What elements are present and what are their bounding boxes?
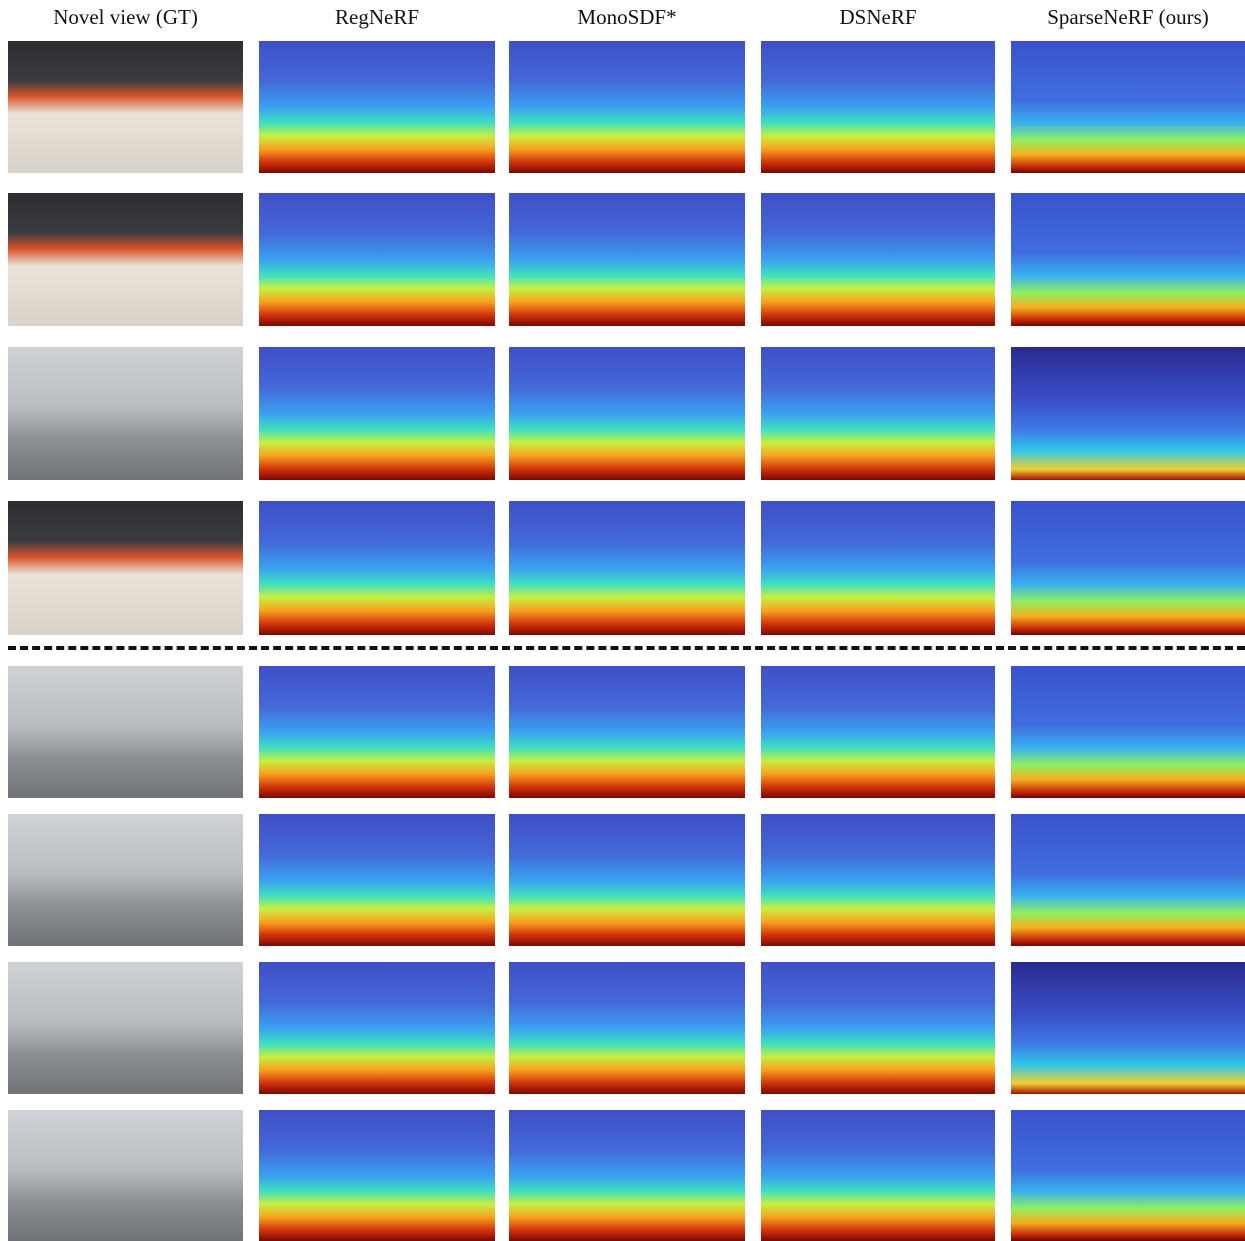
depth-map xyxy=(761,347,995,480)
depth-map xyxy=(509,347,745,480)
depth-map xyxy=(761,814,995,946)
depth-map xyxy=(1011,962,1245,1094)
depth-map xyxy=(259,41,495,173)
rgb-image xyxy=(8,501,243,635)
column-header: Novel view (GT) xyxy=(8,2,243,32)
depth-map xyxy=(761,41,995,173)
column-header: DSNeRF xyxy=(761,2,995,32)
depth-map xyxy=(509,1110,745,1241)
depth-map xyxy=(1011,1110,1245,1241)
depth-map xyxy=(259,666,495,798)
depth-map xyxy=(1011,347,1245,480)
depth-map xyxy=(259,193,495,326)
depth-map xyxy=(761,962,995,1094)
depth-map xyxy=(761,501,995,635)
rgb-image xyxy=(8,814,243,946)
column-header: SparseNeRF (ours) xyxy=(1011,2,1245,32)
column-header: RegNeRF xyxy=(259,2,495,32)
depth-map xyxy=(259,501,495,635)
depth-map xyxy=(1011,41,1245,173)
column-header: MonoSDF* xyxy=(509,2,745,32)
depth-map xyxy=(259,347,495,480)
depth-map xyxy=(1011,814,1245,946)
depth-map xyxy=(509,666,745,798)
depth-map xyxy=(1011,501,1245,635)
depth-map xyxy=(259,1110,495,1241)
depth-map xyxy=(761,193,995,326)
rgb-image xyxy=(8,666,243,798)
depth-map xyxy=(509,814,745,946)
depth-map xyxy=(761,666,995,798)
rgb-image xyxy=(8,347,243,480)
rgb-image xyxy=(8,41,243,173)
depth-map xyxy=(509,41,745,173)
rgb-image xyxy=(8,962,243,1094)
depth-map xyxy=(259,814,495,946)
depth-map xyxy=(509,962,745,1094)
rgb-image xyxy=(8,193,243,326)
depth-map xyxy=(259,962,495,1094)
depth-map xyxy=(1011,193,1245,326)
divider xyxy=(8,646,1245,650)
rgb-image xyxy=(8,1110,243,1241)
figure: Novel view (GT) RegNeRF MonoSDF* DSNeRF … xyxy=(0,0,1245,1241)
depth-map xyxy=(509,501,745,635)
depth-map xyxy=(1011,666,1245,798)
depth-map xyxy=(761,1110,995,1241)
depth-map xyxy=(509,193,745,326)
